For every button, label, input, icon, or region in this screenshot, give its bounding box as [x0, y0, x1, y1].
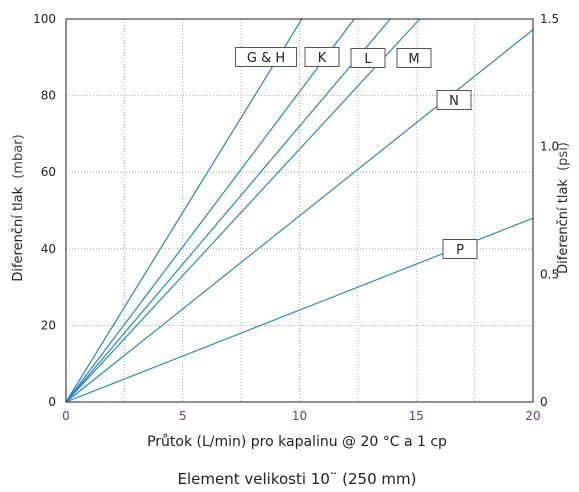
x-tick-label: 15 [409, 409, 424, 423]
y-tick-label: 40 [41, 242, 56, 256]
series-labels: G & H K L M N P [235, 47, 478, 259]
y-tick-label: 20 [41, 318, 56, 332]
y2-axis-unit: (psi) [556, 142, 571, 171]
x-axis-label: Průtok (L/min) pro kapalinu @ 20 °C a 1 … [147, 434, 447, 450]
y2-tick-labels: 0 0.5 1.0 1.5 [540, 12, 559, 409]
y-axis-label: Diferenční tlak (mbar) [11, 134, 26, 281]
plot-frame [65, 18, 534, 403]
series-line [65, 18, 355, 403]
series-label-text: L [364, 52, 372, 67]
y-axis-label-text: Diferenční tlak [11, 186, 26, 281]
y-tick-label: 0 [48, 395, 56, 409]
series-label: P [442, 239, 478, 259]
series-label-box [436, 90, 472, 110]
y2-tick-label: 1.5 [540, 12, 559, 26]
series-label: G & H [235, 47, 297, 67]
grid [66, 19, 533, 402]
series-label: N [436, 90, 472, 110]
x-tick-label: 20 [525, 409, 540, 423]
y-tick-label: 60 [41, 165, 56, 179]
series-label-text: M [408, 52, 419, 67]
series-label-box [396, 48, 432, 68]
series-label-box [235, 47, 297, 67]
y2-tick-label: 0.5 [540, 267, 559, 281]
series-label-text: K [318, 51, 327, 66]
series-label: K [304, 47, 340, 67]
y-tick-labels: 0 20 40 60 80 100 [33, 12, 56, 409]
series-line [65, 18, 391, 403]
series-label-box [304, 47, 340, 67]
y2-axis-label: Diferenční tlak (psi) [556, 142, 571, 274]
series-label: M [396, 48, 432, 68]
y2-tick-label: 1.0 [540, 140, 559, 154]
y2-axis-label-text: Diferenční tlak [556, 179, 571, 274]
series-label: L [350, 48, 386, 68]
series-label-text: P [456, 243, 464, 258]
y-tick-label: 100 [33, 12, 56, 26]
x-tick-label: 5 [179, 409, 187, 423]
series-label-box [442, 239, 478, 259]
series-line [65, 18, 303, 403]
x-tick-label: 0 [62, 409, 70, 423]
series-label-text: G & H [247, 51, 285, 66]
chart-caption: Element velikosti 10¨ (250 mm) [178, 470, 417, 488]
series-lines [65, 18, 534, 403]
x-tick-label: 10 [292, 409, 307, 423]
x-tick-labels: 0 5 10 15 20 [62, 409, 540, 423]
series-label-box [350, 48, 386, 68]
y-axis-unit: (mbar) [11, 134, 26, 178]
series-label-text: N [449, 94, 459, 109]
y2-tick-label: 0 [540, 395, 548, 409]
y-tick-label: 80 [41, 89, 56, 103]
series-line [65, 18, 421, 403]
